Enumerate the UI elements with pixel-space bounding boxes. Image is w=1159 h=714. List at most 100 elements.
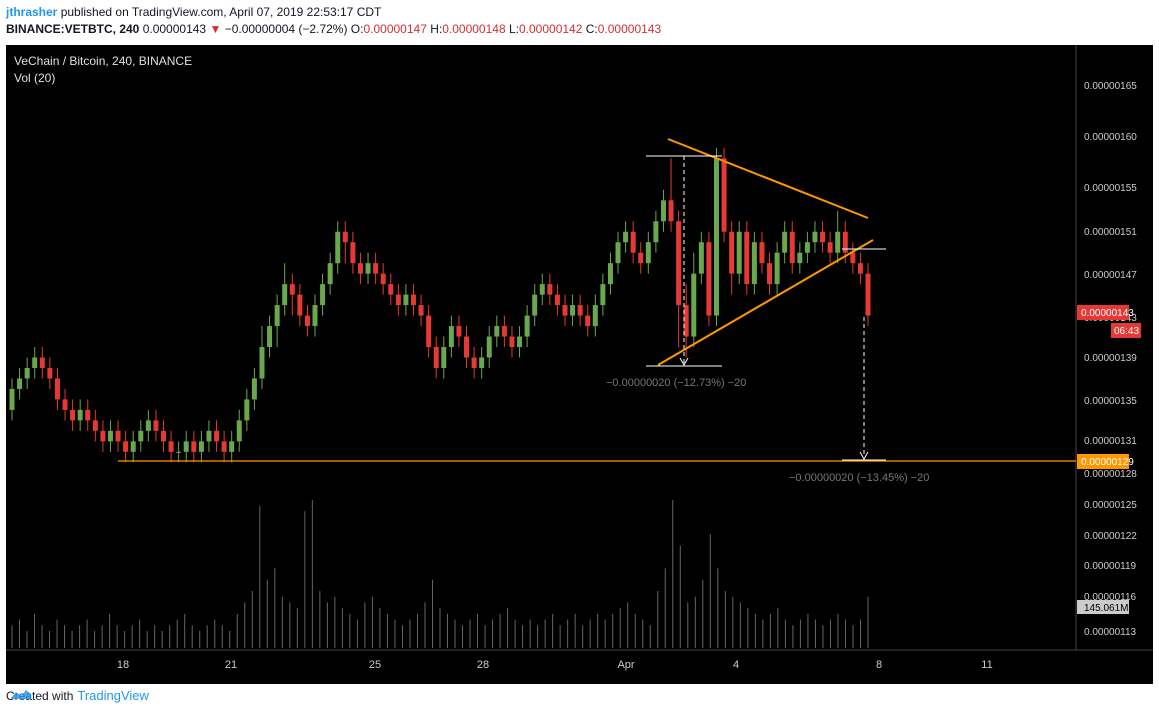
candle-body — [630, 231, 636, 253]
candle-body — [24, 367, 30, 379]
triangle-lower-line — [657, 239, 874, 366]
candle-body — [562, 305, 568, 316]
ohlc-line: BINANCE:VETBTC, 240 0.00000143 ▼ −0.0000… — [6, 21, 661, 38]
candle-body — [865, 273, 871, 316]
low-label: L: — [508, 22, 519, 36]
candle-body — [77, 409, 83, 421]
last-price: 0.00000143 — [142, 22, 207, 36]
candle-body — [380, 273, 386, 285]
candle-body — [388, 284, 394, 295]
candle-body — [797, 252, 803, 264]
candle-body — [600, 284, 606, 306]
x-tick-label: 21 — [225, 659, 237, 671]
candle-body — [176, 451, 182, 453]
candle-body — [448, 326, 454, 348]
candle-body — [145, 420, 151, 431]
candle-body — [835, 231, 841, 253]
candle-body — [676, 221, 682, 306]
candle-body — [335, 231, 341, 264]
candle-body — [479, 357, 485, 368]
y-tick-label: 0.00000131 — [1084, 436, 1137, 447]
candle-body — [54, 378, 60, 400]
y-tick-label: 0.00000135 — [1084, 396, 1137, 407]
candle-body — [320, 284, 326, 306]
candle-body — [524, 315, 530, 337]
candle-body — [327, 263, 333, 285]
change-value: −0.00000004 (−2.72%) — [224, 22, 348, 36]
candle-body — [554, 294, 560, 306]
candle-body — [660, 200, 666, 222]
close-value: 0.00000143 — [597, 22, 662, 36]
open-value: 0.00000147 — [363, 22, 427, 36]
low-value: 0.00000142 — [518, 22, 583, 36]
candle-body — [517, 336, 523, 348]
drawings: −0.00000020 (−12.73%) −20 −0.00000020 (−… — [118, 138, 1076, 484]
open-label: O: — [350, 22, 364, 36]
candle-body — [539, 284, 545, 295]
candle-body — [206, 430, 212, 442]
candle-body — [244, 399, 250, 421]
candle-body — [842, 231, 848, 253]
candle-body — [92, 420, 98, 431]
measure2-label: −0.00000020 (−13.45%) −20 — [789, 472, 929, 484]
time-axis: 18 21 25 28 Apr 4 8 11 — [117, 659, 993, 671]
candle-body — [342, 231, 348, 243]
candle-body — [706, 242, 712, 316]
candle-body — [138, 430, 144, 442]
candle-body — [297, 294, 303, 316]
volume-legend: Vol (20) — [14, 71, 55, 85]
candle-body — [426, 315, 432, 348]
candle-body — [365, 263, 371, 274]
y-tick-label: 0.00000139 — [1084, 353, 1137, 364]
y-tick-label: 0.00000147 — [1084, 270, 1137, 281]
author-link[interactable]: jthrasher — [6, 5, 58, 19]
candle-body — [304, 315, 310, 327]
candle-body — [123, 441, 129, 452]
y-tick-label: 0.00000119 — [1084, 561, 1137, 572]
candle-body — [161, 430, 167, 442]
support-price-text: 0.00000129 — [1081, 457, 1134, 468]
candle-body — [17, 378, 23, 389]
candles — [9, 147, 871, 463]
x-tick-label: 25 — [369, 659, 381, 671]
candle-body — [259, 347, 265, 379]
candle-body — [827, 242, 833, 253]
y-tick-label: 0.00000113 — [1084, 627, 1137, 638]
candle-body — [607, 263, 613, 285]
candle-body — [350, 242, 356, 264]
symbol-label: BINANCE:VETBTC, 240 — [6, 22, 140, 36]
chart-svg[interactable]: VeChain / Bitcoin, 240, BINANCE Vol (20)… — [6, 45, 1153, 684]
high-value: 0.00000148 — [442, 22, 506, 36]
brand-link[interactable]: TradingView — [77, 688, 149, 703]
candle-body — [789, 231, 795, 264]
candle-body — [744, 231, 750, 285]
candle-body — [729, 231, 735, 274]
y-tick-label: 0.00000165 — [1084, 81, 1137, 92]
y-tick-label: 0.00000160 — [1084, 132, 1137, 143]
candle-body — [850, 252, 856, 264]
candle-body — [183, 441, 189, 452]
candle-body — [274, 305, 280, 327]
candle-body — [191, 441, 197, 452]
candle-body — [570, 305, 576, 316]
candle-body — [62, 399, 68, 410]
candle-body — [289, 284, 295, 295]
y-tick-label: 0.00000122 — [1084, 531, 1137, 542]
candle-body — [70, 409, 76, 421]
candle-body — [509, 336, 515, 348]
price-badges: 0.00000143 06:43 0.00000129 145.061M — [1077, 305, 1141, 614]
footer: Created with TradingView — [6, 688, 149, 703]
volume-text: 145.061M — [1084, 603, 1128, 614]
candle-body — [577, 305, 583, 316]
candle-body — [759, 242, 765, 264]
x-tick-label: 8 — [876, 659, 882, 671]
candle-body — [214, 430, 220, 442]
candle-body — [592, 305, 598, 327]
candle-body — [282, 284, 288, 306]
x-tick-label: Apr — [617, 659, 634, 671]
chart-panel[interactable]: VeChain / Bitcoin, 240, BINANCE Vol (20)… — [6, 45, 1153, 684]
candle-body — [698, 242, 704, 274]
x-tick-label: 11 — [981, 659, 992, 671]
candle-body — [486, 336, 492, 358]
volume-badge — [1077, 600, 1129, 614]
